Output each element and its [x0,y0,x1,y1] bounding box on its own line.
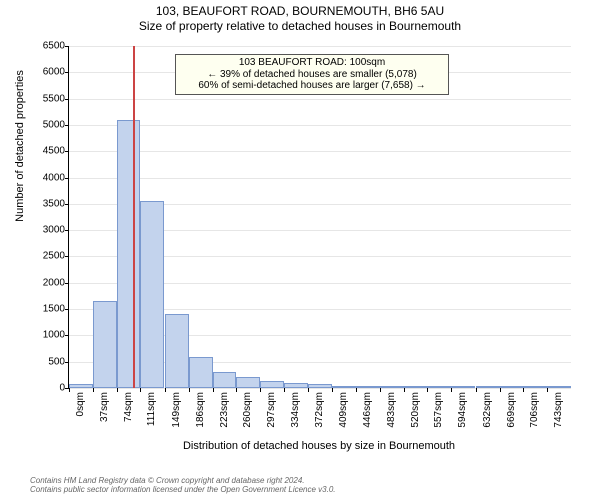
xtick-mark [547,388,548,392]
annotation-line: ← 39% of detached houses are smaller (5,… [180,69,444,81]
xtick-mark [236,388,237,392]
histogram-bar [523,386,547,388]
chart-title-line2: Size of property relative to detached ho… [0,19,600,33]
xtick-mark [260,388,261,392]
xtick-mark [332,388,333,392]
histogram-bar [189,357,213,388]
xtick-label: 409sqm [338,392,349,442]
histogram-bar [236,377,260,388]
histogram-bar [451,386,475,388]
xtick-mark [308,388,309,392]
xtick-mark [117,388,118,392]
xtick-label: 223sqm [219,392,230,442]
gridline [69,388,571,389]
histogram-bar [93,301,117,388]
chart-plot-area: 0500100015002000250030003500400045005000… [68,46,571,389]
ytick-label: 0 [59,383,69,394]
ytick-label: 1000 [43,330,69,341]
histogram-bar [260,381,284,388]
xtick-label: 632sqm [482,392,493,442]
xtick-mark [451,388,452,392]
histogram-bar [165,314,189,388]
annotation-line: 103 BEAUFORT ROAD: 100sqm [180,57,444,69]
histogram-bar [427,386,451,388]
xtick-label: 483sqm [386,392,397,442]
histogram-bar [284,383,308,388]
gridline [69,151,571,152]
ytick-label: 6000 [43,67,69,78]
ytick-label: 5000 [43,119,69,130]
gridline [69,125,571,126]
xtick-label: 446sqm [362,392,373,442]
ytick-label: 6500 [43,41,69,52]
x-axis-label: Distribution of detached houses by size … [68,440,570,452]
xtick-mark [427,388,428,392]
ytick-label: 4000 [43,172,69,183]
xtick-mark [284,388,285,392]
histogram-bar [308,384,332,388]
xtick-label: 186sqm [195,392,206,442]
xtick-mark [476,388,477,392]
xtick-label: 334sqm [290,392,301,442]
xtick-label: 0sqm [75,392,86,442]
xtick-mark [189,388,190,392]
xtick-label: 743sqm [553,392,564,442]
xtick-label: 111sqm [146,392,157,442]
y-axis-label: Number of detached properties [14,0,26,317]
xtick-label: 557sqm [433,392,444,442]
xtick-mark [500,388,501,392]
histogram-bar [332,386,356,388]
ytick-label: 3000 [43,225,69,236]
histogram-bar [404,386,428,388]
histogram-bar [69,384,93,388]
xtick-label: 372sqm [314,392,325,442]
xtick-label: 74sqm [123,392,134,442]
xtick-label: 706sqm [529,392,540,442]
property-marker-line [133,46,135,388]
histogram-bar [476,386,500,388]
xtick-label: 594sqm [457,392,468,442]
histogram-bar [547,386,571,388]
histogram-bar [380,386,404,388]
histogram-bar [213,372,237,388]
gridline [69,46,571,47]
ytick-label: 2000 [43,277,69,288]
xtick-mark [69,388,70,392]
annotation-box: 103 BEAUFORT ROAD: 100sqm← 39% of detach… [175,54,449,95]
histogram-bar [117,120,141,388]
ytick-label: 500 [48,356,69,367]
annotation-line: 60% of semi-detached houses are larger (… [180,80,444,92]
gridline [69,99,571,100]
xtick-label: 669sqm [506,392,517,442]
histogram-bar [500,386,524,388]
ytick-label: 1500 [43,304,69,315]
xtick-mark [356,388,357,392]
histogram-bar [140,201,164,388]
xtick-mark [523,388,524,392]
footer-line2: Contains public sector information licen… [30,485,336,494]
xtick-mark [404,388,405,392]
attribution-footer: Contains HM Land Registry data © Crown c… [30,476,336,494]
chart-title-line1: 103, BEAUFORT ROAD, BOURNEMOUTH, BH6 5AU [0,4,600,18]
xtick-label: 297sqm [266,392,277,442]
ytick-label: 2500 [43,251,69,262]
xtick-label: 520sqm [410,392,421,442]
xtick-mark [213,388,214,392]
ytick-label: 5500 [43,93,69,104]
xtick-label: 149sqm [171,392,182,442]
xtick-mark [165,388,166,392]
xtick-mark [140,388,141,392]
ytick-label: 3500 [43,198,69,209]
xtick-mark [380,388,381,392]
xtick-label: 37sqm [99,392,110,442]
xtick-label: 260sqm [242,392,253,442]
histogram-bar [356,386,380,388]
footer-line1: Contains HM Land Registry data © Crown c… [30,476,336,485]
xtick-mark [93,388,94,392]
gridline [69,178,571,179]
ytick-label: 4500 [43,146,69,157]
